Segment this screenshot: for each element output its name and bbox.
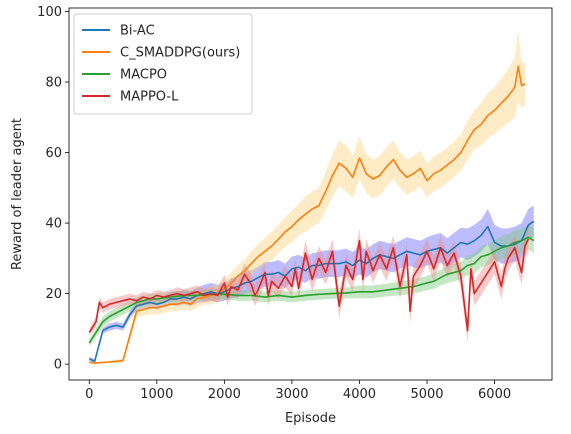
band-c-smaddpg-ours — [89, 30, 526, 365]
legend-label: MACPO — [120, 68, 167, 83]
legend-label: C_SMADDPG(ours) — [120, 46, 240, 61]
band-mappo-l — [89, 226, 529, 343]
x-tick-label: 5000 — [410, 387, 443, 402]
legend-label: Bi-AC — [120, 24, 155, 39]
x-axis-ticks: 0 1000 2000 3000 4000 5000 6000 — [85, 380, 511, 402]
plot-frame — [68, 7, 553, 381]
series-line-macpo — [88, 236, 535, 344]
y-tick-label: 20 — [45, 287, 62, 302]
legend: Bi-AC C_SMADDPG(ours) MACPO MAPPO-L — [73, 13, 253, 115]
band-bi-ac — [89, 205, 534, 364]
x-tick-label: 3000 — [275, 387, 308, 402]
x-tick-label: 1000 — [140, 387, 173, 402]
y-axis-ticks: 0 20 40 60 80 100 — [37, 5, 69, 373]
confidence-bands — [89, 30, 534, 365]
x-tick-label: 2000 — [208, 387, 241, 402]
legend-item: Bi-AC — [82, 24, 155, 39]
x-tick-label: 0 — [85, 387, 93, 402]
y-axis-label: Reward of leader agent — [10, 118, 25, 270]
y-tick-label: 60 — [45, 146, 62, 161]
y-tick-label: 0 — [54, 358, 62, 373]
x-tick-label: 6000 — [478, 387, 511, 402]
legend-item: C_SMADDPG(ours) — [82, 46, 240, 61]
x-tick-label: 4000 — [343, 387, 376, 402]
series-line-c-smaddpg-ours — [89, 65, 526, 364]
legend-label: MAPPO-L — [120, 90, 179, 105]
legend-item: MACPO — [82, 68, 167, 83]
x-axis-label: Episode — [285, 411, 336, 426]
y-tick-label: 80 — [45, 76, 62, 91]
y-tick-label: 100 — [37, 5, 62, 20]
y-tick-label: 40 — [45, 217, 62, 232]
legend-item: MAPPO-L — [82, 90, 179, 105]
legend-box — [73, 13, 253, 115]
series-line-bi-ac — [88, 220, 535, 363]
series-lines — [88, 65, 535, 364]
series-line-mappo-l — [88, 238, 530, 333]
